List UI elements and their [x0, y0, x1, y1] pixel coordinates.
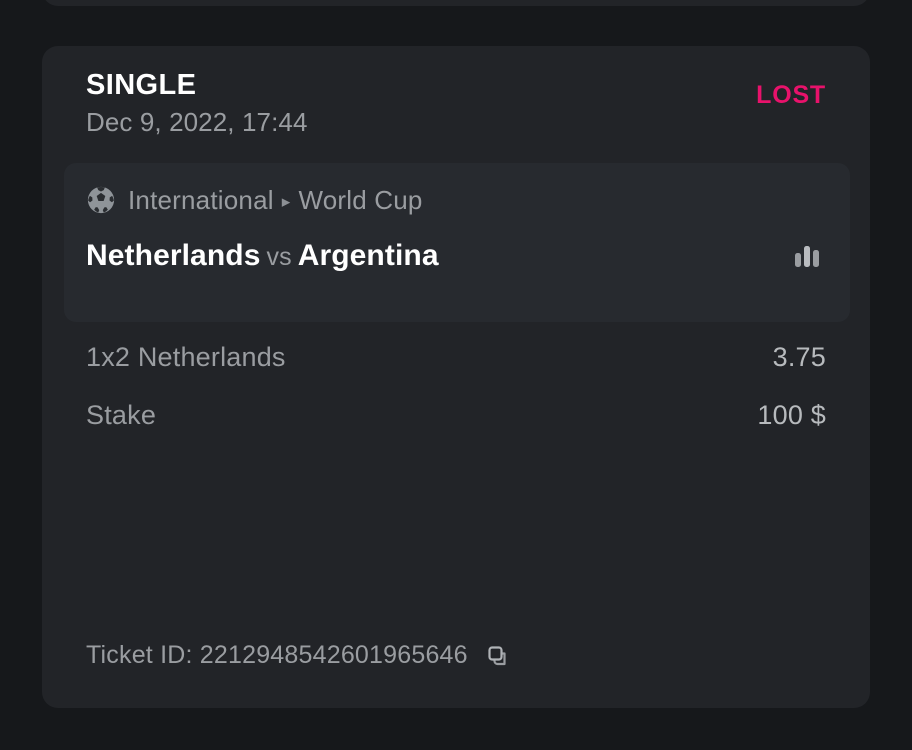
league-breadcrumb: International ▸ World Cup: [128, 185, 423, 216]
teams-row: Netherlands vs Argentina: [86, 239, 828, 273]
detail-label: 1x2 Netherlands: [86, 342, 286, 372]
ticket-footer: Ticket ID: 2212948542601965646: [86, 641, 512, 670]
bet-details-list: 1x2 Netherlands 3.75 Stake 100 $: [86, 342, 826, 458]
bet-ticket-card[interactable]: SINGLE Dec 9, 2022, 17:44 LOST Internati…: [42, 46, 870, 708]
detail-value: 100 $: [757, 400, 826, 430]
league-category: International: [128, 184, 274, 215]
detail-label: Stake: [86, 400, 157, 430]
ticket-header-left: SINGLE Dec 9, 2022, 17:44: [86, 68, 308, 140]
ticket-id-label: Ticket ID: 2212948542601965646: [86, 641, 468, 669]
chevron-right-icon: ▸: [281, 191, 291, 211]
bar-chart-icon[interactable]: [792, 242, 822, 270]
bet-type-label: SINGLE: [86, 69, 197, 101]
match-title: Netherlands vs Argentina: [86, 239, 439, 273]
bet-placed-timestamp: Dec 9, 2022, 17:44: [86, 107, 308, 137]
detail-value: 3.75: [772, 342, 826, 372]
soccer-ball-icon: [87, 186, 115, 214]
home-team-label: Netherlands: [86, 239, 261, 272]
league-row: International ▸ World Cup: [86, 183, 828, 217]
vs-label: vs: [266, 243, 292, 271]
league-competition: World Cup: [298, 184, 423, 215]
status-badge: LOST: [756, 81, 826, 109]
detail-row: Stake 100 $: [86, 400, 826, 458]
ticket-header: SINGLE Dec 9, 2022, 17:44 LOST: [42, 46, 870, 163]
partial-card-above[interactable]: [42, 0, 870, 6]
copy-icon[interactable]: [484, 642, 512, 670]
detail-row: 1x2 Netherlands 3.75: [86, 342, 826, 400]
match-panel[interactable]: International ▸ World Cup Netherlands vs Arg…: [64, 163, 850, 322]
away-team-label: Argentina: [297, 239, 439, 272]
